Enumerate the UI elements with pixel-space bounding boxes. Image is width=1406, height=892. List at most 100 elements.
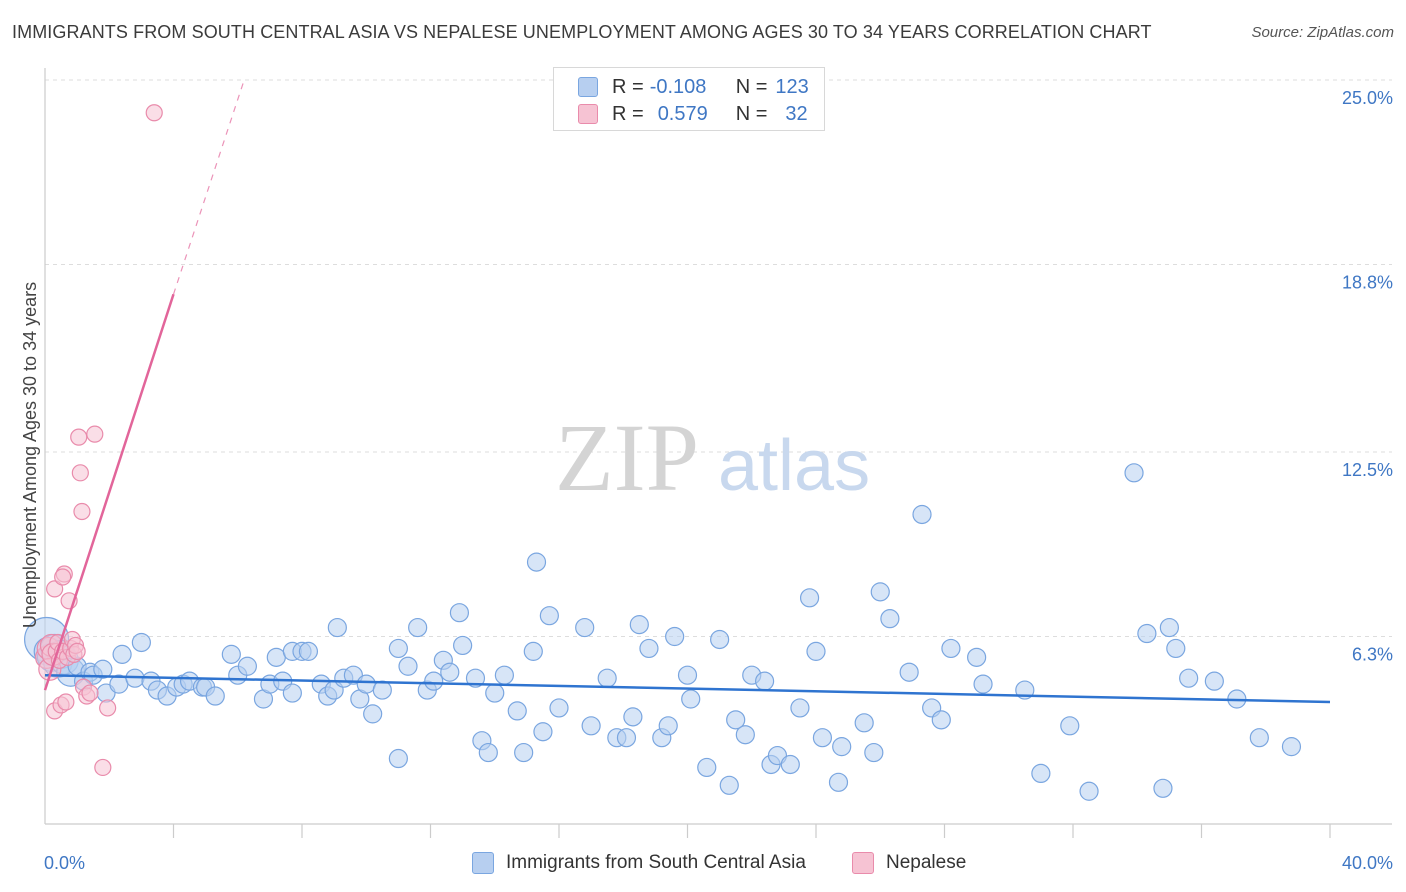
data-point-immigrants [710, 629, 730, 650]
data-point-immigrants [899, 662, 919, 682]
data-point-immigrants [356, 674, 376, 694]
data-point-immigrants [388, 748, 408, 769]
data-point-immigrants [388, 638, 408, 659]
data-point-immigrants [282, 683, 302, 703]
data-point-immigrants [941, 638, 961, 659]
data-point-immigrants [478, 742, 498, 763]
data-point-immigrants [677, 665, 698, 685]
data-point-immigrants [363, 704, 383, 724]
data-point-immigrants [870, 582, 890, 602]
data-point-immigrants [237, 656, 257, 676]
data-point-nepalese [86, 425, 104, 443]
data-point-immigrants [266, 647, 286, 667]
data-point-immigrants [799, 588, 820, 608]
chart-title: IMMIGRANTS FROM SOUTH CENTRAL ASIA VS NE… [12, 22, 1152, 42]
data-point-immigrants [533, 722, 553, 742]
data-point-immigrants [864, 742, 884, 763]
watermark-zip: ZIP [555, 404, 699, 511]
data-point-immigrants [854, 713, 874, 733]
data-point-immigrants [398, 656, 418, 676]
legend-row-nepalese: R = 0.579 N = 32 [578, 101, 808, 127]
y-tick-label: 25.0% [1342, 88, 1393, 108]
legend-swatch-pink [578, 104, 598, 124]
data-point-immigrants [131, 632, 151, 653]
data-point-immigrants [112, 644, 132, 664]
data-point-immigrants [697, 757, 717, 778]
data-point-nepalese [57, 693, 75, 711]
data-point-immigrants [832, 737, 852, 757]
y-tick-label: 18.8% [1342, 273, 1393, 293]
data-point-immigrants [449, 603, 470, 623]
data-point-immigrants [526, 552, 547, 572]
legend-r-label: R = [612, 102, 644, 125]
bottom-legend-label: Immigrants from South Central Asia [506, 852, 806, 873]
data-point-immigrants [485, 683, 505, 703]
data-point-immigrants [575, 617, 595, 638]
legend-r-value: -0.108 [649, 75, 707, 98]
data-point-immigrants [623, 707, 643, 727]
data-point-immigrants [616, 728, 637, 748]
data-point-immigrants [549, 698, 569, 718]
data-point-immigrants [629, 615, 649, 635]
data-point-nepalese [99, 699, 117, 717]
data-point-immigrants [298, 641, 319, 661]
data-point-immigrants [1166, 638, 1186, 659]
data-point-immigrants [665, 626, 685, 647]
data-point-immigrants [93, 659, 113, 679]
legend-n-label: N = [735, 102, 768, 125]
data-point-immigrants [507, 701, 527, 721]
legend-n-label: N = [735, 75, 768, 98]
data-point-immigrants [828, 772, 849, 792]
y-tick-label: 6.3% [1352, 645, 1393, 665]
source-label: Source: ZipAtlas.com [1251, 24, 1394, 41]
data-point-immigrants [1060, 716, 1080, 736]
data-point-immigrants [806, 641, 826, 661]
correlation-legend: R = -0.108 N = 123 R = 0.579 N = 32 [553, 67, 825, 131]
data-point-immigrants [790, 698, 810, 718]
legend-n-value: 123 [775, 75, 809, 98]
legend-row-immigrants: R = -0.108 N = 123 [578, 74, 809, 100]
data-point-nepalese [54, 568, 72, 586]
data-point-immigrants [1159, 617, 1179, 638]
bottom-legend-nepalese: Nepalese [852, 852, 966, 874]
data-point-immigrants [372, 680, 392, 700]
y-axis-label: Unemployment Among Ages 30 to 34 years [20, 282, 40, 628]
data-point-nepalese [71, 464, 89, 482]
trend-line-nepalese-extension [172, 79, 245, 295]
data-point-immigrants [514, 742, 534, 763]
bottom-legend-immigrants: Immigrants from South Central Asia [472, 852, 806, 874]
grid-lines [45, 79, 1392, 638]
data-point-immigrants [221, 644, 241, 664]
data-point-immigrants [658, 716, 678, 736]
legend-n-value: 32 [785, 102, 808, 125]
data-point-immigrants [408, 617, 428, 638]
data-point-immigrants [754, 671, 775, 691]
data-point-nepalese [94, 758, 112, 777]
data-point-immigrants [726, 710, 746, 730]
zipatlas-watermark: ZIP atlas [555, 404, 870, 511]
x-tick-labels: 0.0% 40.0% [44, 853, 1393, 873]
data-point-immigrants [523, 641, 543, 661]
data-point-immigrants [880, 609, 900, 629]
data-point-immigrants [780, 754, 800, 775]
data-point-immigrants [719, 775, 739, 795]
x-tick-label: 40.0% [1342, 853, 1393, 873]
data-point-immigrants [639, 638, 659, 659]
data-point-immigrants [327, 617, 347, 638]
data-point-immigrants [494, 665, 514, 685]
data-point-immigrants [440, 662, 460, 682]
data-point-immigrants [1281, 737, 1302, 757]
trend-lines [43, 79, 1331, 704]
data-point-immigrants [1153, 778, 1173, 798]
bottom-legend-label: Nepalese [886, 852, 967, 873]
legend-r-label: R = [612, 75, 644, 98]
watermark-atlas: atlas [718, 426, 870, 506]
legend-swatch-blue [578, 77, 598, 97]
data-point-immigrants [1031, 763, 1051, 784]
data-point-immigrants [735, 725, 755, 745]
series-immigrants-points [24, 463, 1302, 801]
data-point-immigrants [424, 671, 444, 691]
data-point-nepalese [68, 642, 86, 660]
data-point-immigrants [205, 686, 225, 706]
